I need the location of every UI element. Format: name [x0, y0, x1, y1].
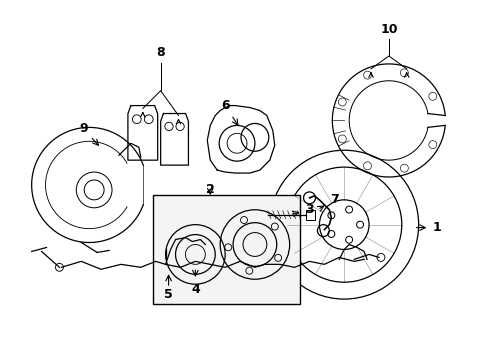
Text: 4: 4	[191, 270, 200, 296]
Text: 5: 5	[164, 288, 173, 301]
Text: 3: 3	[292, 203, 313, 217]
Text: 7: 7	[317, 193, 338, 211]
Bar	[305, 210, 315, 220]
Text: 9: 9	[79, 122, 98, 145]
Text: 2: 2	[205, 184, 214, 197]
Bar	[152, 195, 299, 304]
Text: 1: 1	[416, 221, 440, 234]
Text: 10: 10	[379, 23, 397, 36]
Text: 8: 8	[156, 46, 164, 59]
Text: 6: 6	[221, 99, 237, 125]
